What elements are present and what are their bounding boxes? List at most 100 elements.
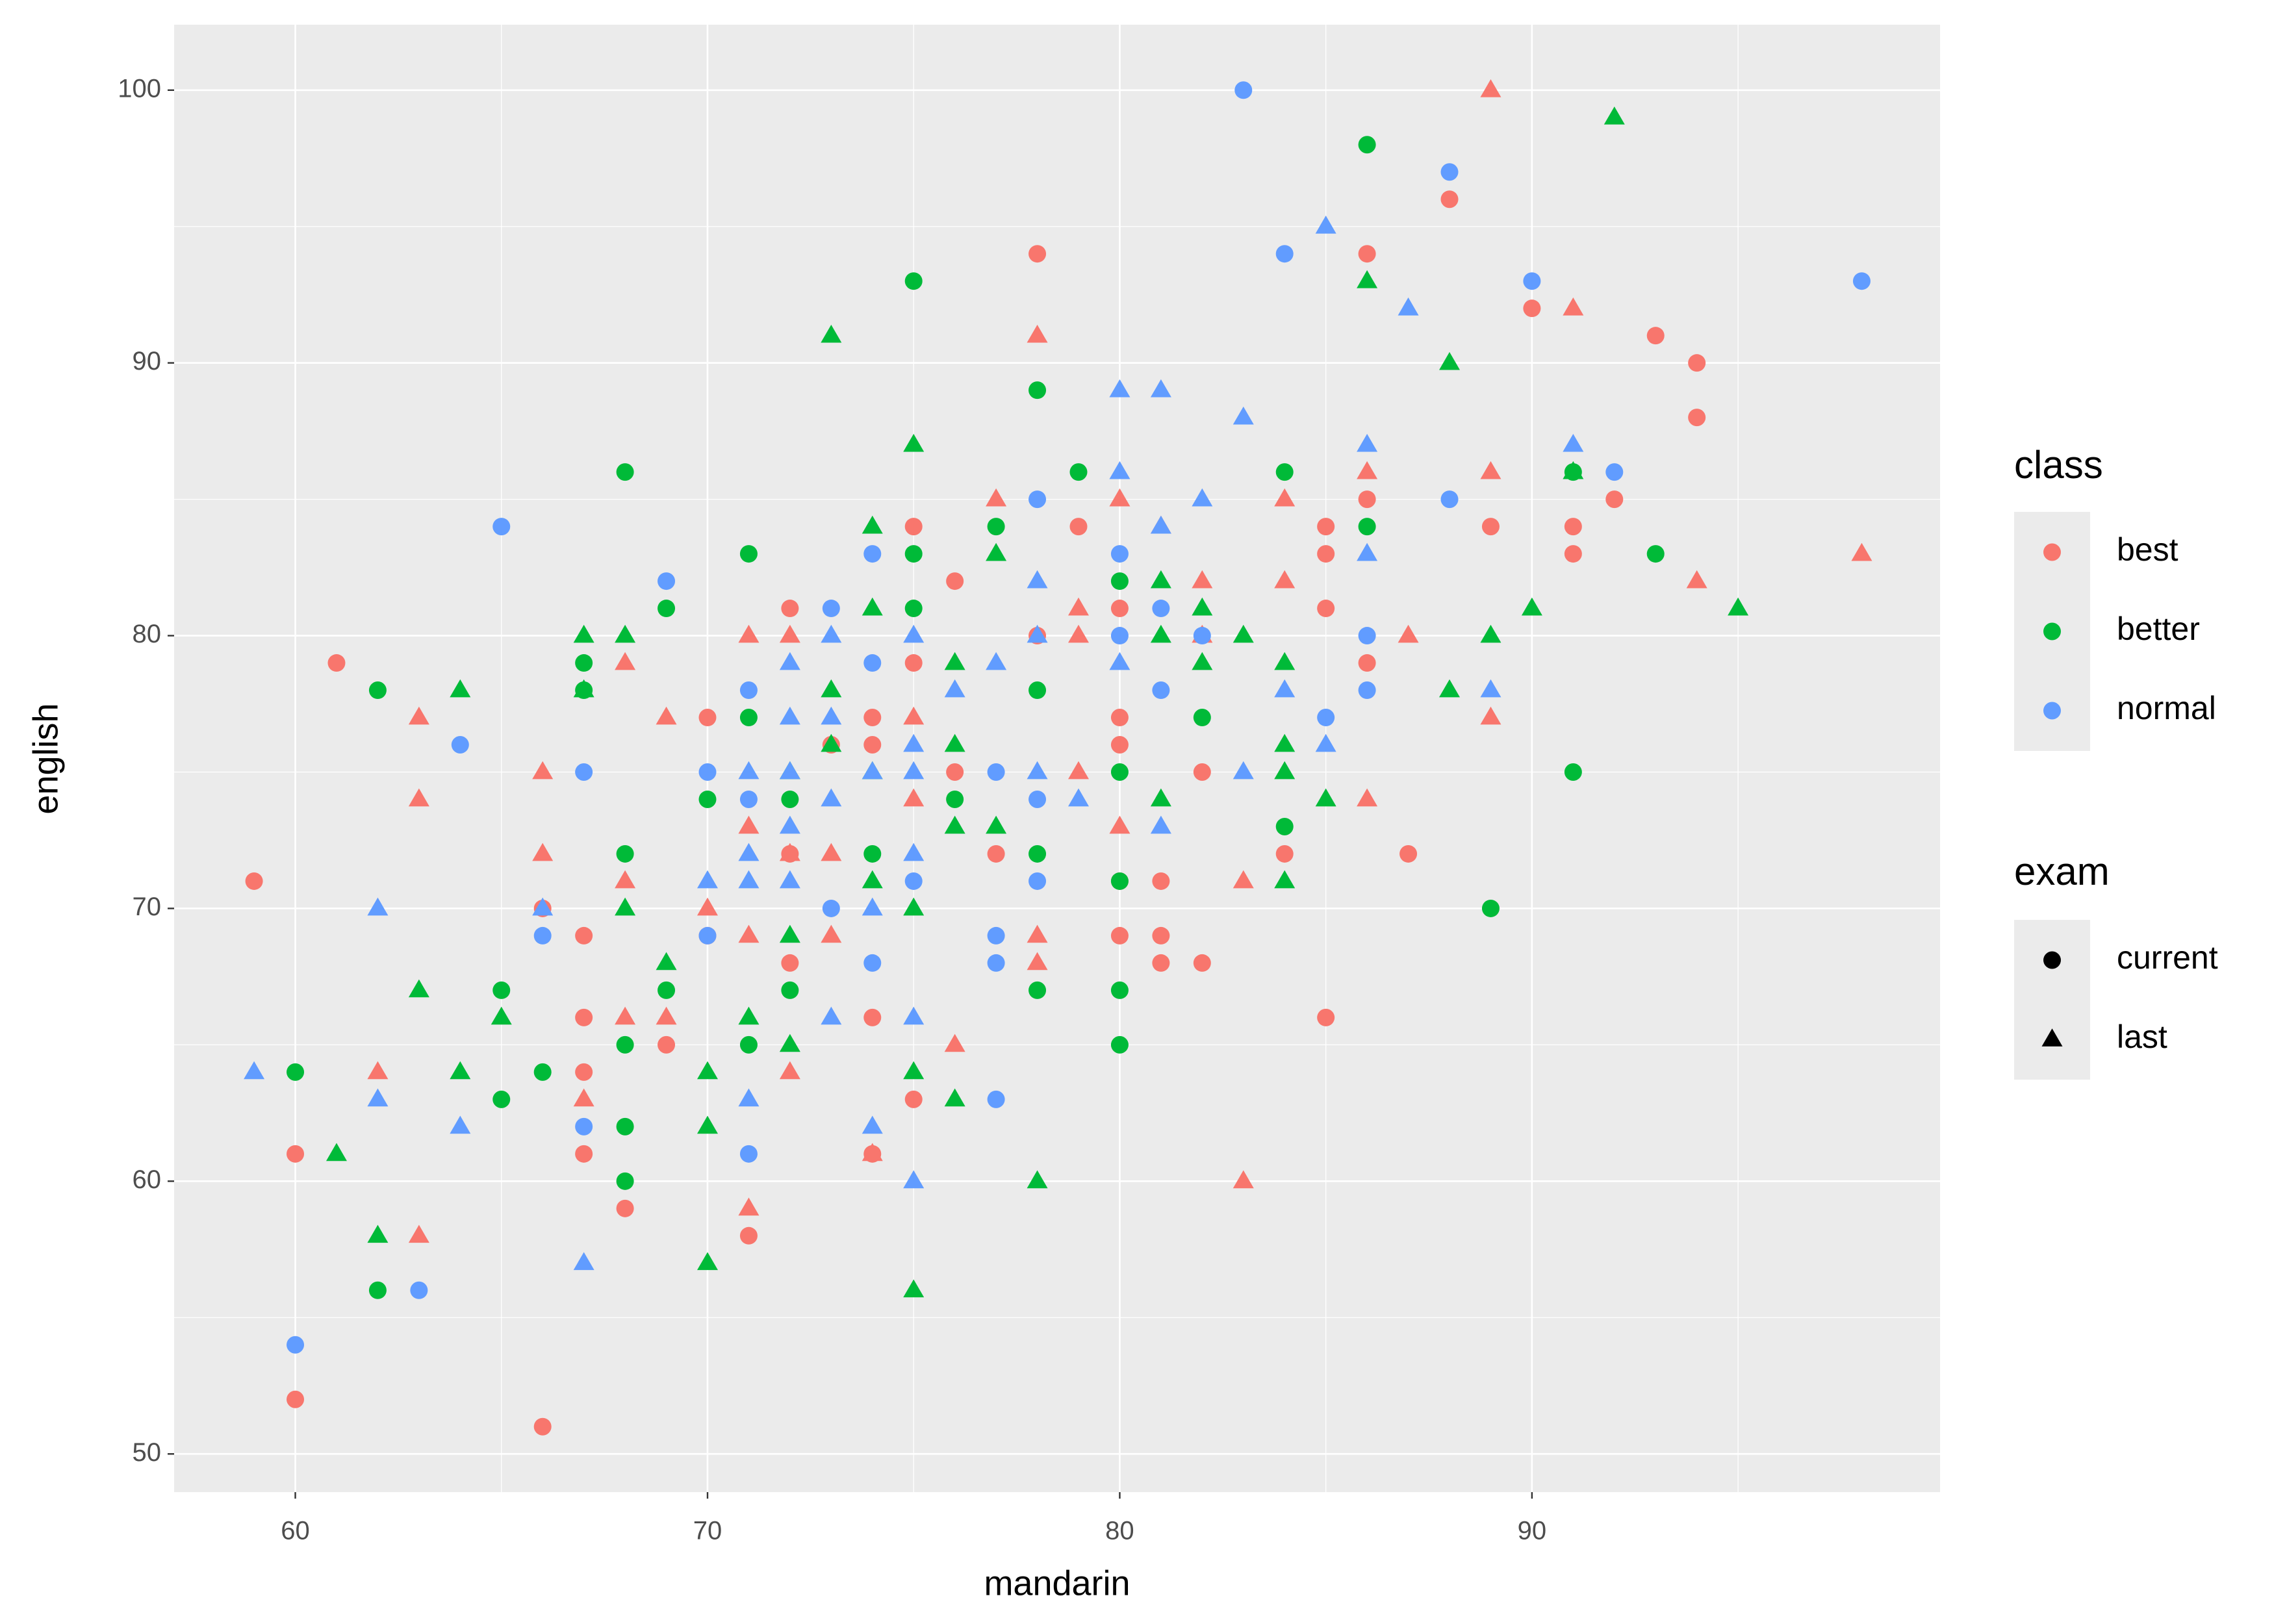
point	[1275, 245, 1294, 263]
point	[1605, 463, 1624, 481]
point	[658, 572, 676, 590]
point	[904, 518, 923, 536]
point	[863, 654, 882, 672]
point	[821, 1006, 842, 1025]
point	[1852, 272, 1871, 290]
point	[1440, 163, 1459, 181]
point	[450, 1115, 471, 1134]
y-tick-label: 70	[133, 893, 162, 921]
legend-label: last	[2117, 1019, 2167, 1055]
point	[615, 624, 636, 643]
point	[1150, 815, 1171, 834]
point	[616, 1117, 634, 1136]
point	[1150, 379, 1171, 398]
point	[822, 899, 840, 917]
point	[862, 897, 883, 916]
point	[1315, 788, 1336, 807]
point	[656, 1006, 677, 1025]
point	[862, 870, 883, 889]
point	[575, 1063, 593, 1081]
point	[863, 954, 882, 972]
point	[903, 1061, 925, 1080]
point	[1480, 79, 1501, 97]
point	[987, 954, 1005, 972]
point	[1028, 872, 1047, 890]
point	[615, 897, 636, 916]
point	[903, 1279, 925, 1298]
point	[944, 679, 965, 698]
point	[616, 844, 634, 863]
y-tick-label: 60	[133, 1165, 162, 1194]
y-axis-title: english	[26, 703, 65, 814]
point	[573, 624, 594, 643]
x-tick-label: 70	[693, 1517, 722, 1545]
point	[1317, 1008, 1335, 1026]
point	[408, 706, 429, 725]
point	[821, 324, 842, 343]
point	[1027, 624, 1048, 643]
point	[1274, 733, 1296, 752]
point	[1110, 627, 1129, 645]
point	[944, 1088, 965, 1107]
point	[1564, 545, 1582, 563]
point	[1358, 654, 1376, 672]
point	[1110, 709, 1129, 727]
point	[821, 788, 842, 807]
point	[904, 1090, 923, 1108]
point	[781, 600, 799, 618]
point	[1150, 788, 1171, 807]
point	[944, 1034, 965, 1052]
point	[822, 600, 840, 618]
point	[1233, 1170, 1254, 1189]
point	[698, 763, 717, 781]
point	[821, 706, 842, 725]
point	[738, 1197, 760, 1216]
point	[368, 681, 387, 700]
point	[1152, 600, 1170, 618]
point	[821, 679, 842, 698]
x-tick-label: 60	[281, 1517, 310, 1545]
point	[698, 790, 717, 808]
point	[1109, 379, 1131, 398]
point	[1603, 106, 1625, 125]
point	[1481, 899, 1500, 917]
point	[863, 1008, 882, 1026]
point	[656, 952, 677, 971]
point	[821, 843, 842, 861]
point	[1315, 215, 1336, 234]
point	[904, 654, 923, 672]
point	[1152, 926, 1170, 945]
point	[1398, 624, 1419, 643]
point	[1358, 627, 1376, 645]
point	[287, 1145, 305, 1163]
point	[1317, 709, 1335, 727]
point	[1398, 297, 1419, 316]
point	[986, 488, 1007, 507]
point	[1150, 624, 1171, 643]
point	[1357, 461, 1378, 479]
point	[1523, 299, 1541, 318]
point	[1067, 624, 1089, 643]
point	[1275, 844, 1294, 863]
point	[903, 788, 925, 807]
point	[696, 1115, 718, 1134]
point	[1028, 245, 1047, 263]
point	[1688, 409, 1706, 427]
point	[738, 1088, 760, 1107]
point	[1728, 597, 1749, 616]
point	[575, 763, 593, 781]
point	[658, 1035, 676, 1054]
point	[1192, 597, 1213, 616]
point	[1480, 706, 1501, 725]
point	[1688, 354, 1706, 372]
point	[1028, 844, 1047, 863]
point	[738, 761, 760, 780]
point	[287, 1336, 305, 1354]
point	[1523, 272, 1541, 290]
point	[1193, 763, 1211, 781]
point	[698, 926, 717, 945]
point	[575, 1145, 593, 1163]
point	[616, 1035, 634, 1054]
point	[1193, 627, 1211, 645]
